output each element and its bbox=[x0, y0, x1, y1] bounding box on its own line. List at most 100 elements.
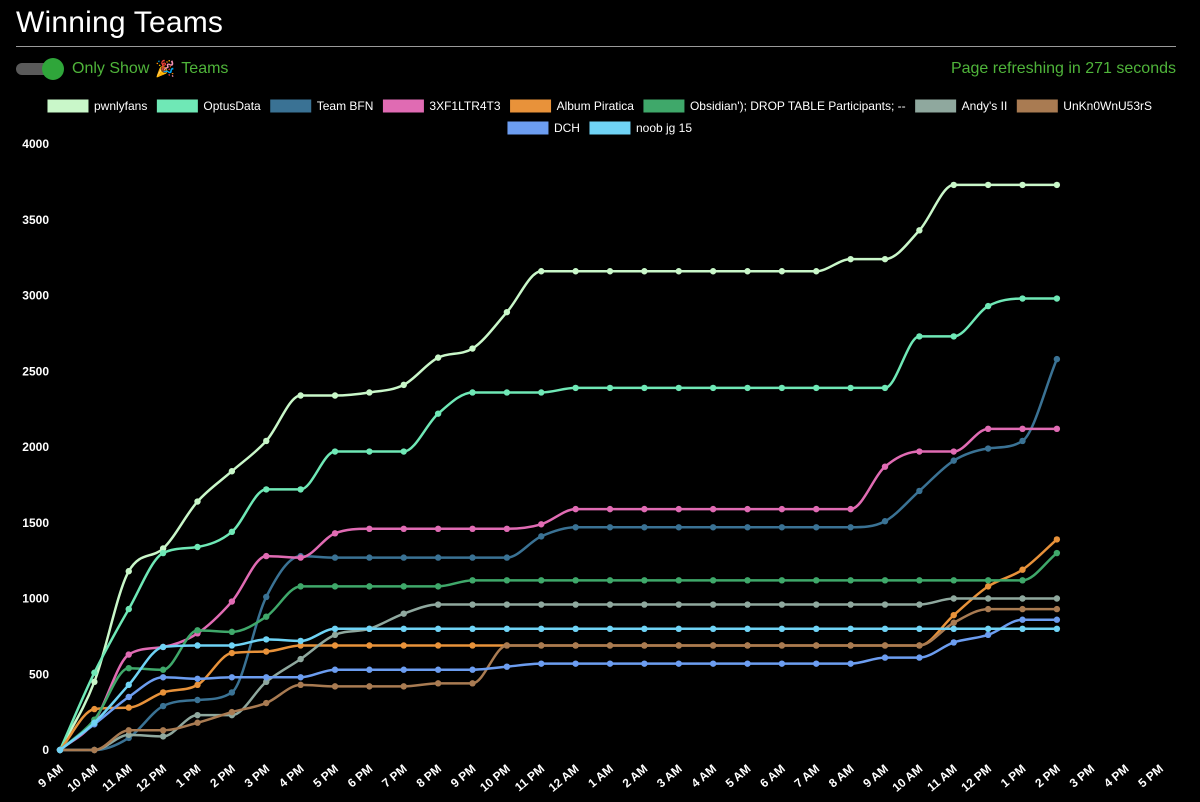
data-point[interactable] bbox=[331, 631, 339, 639]
data-point[interactable] bbox=[916, 227, 923, 234]
data-point[interactable] bbox=[813, 660, 820, 667]
data-point[interactable] bbox=[606, 505, 614, 513]
data-point[interactable] bbox=[1019, 595, 1026, 602]
data-point[interactable] bbox=[709, 601, 717, 608]
data-point[interactable] bbox=[984, 605, 992, 613]
data-point[interactable] bbox=[159, 674, 167, 681]
data-point[interactable] bbox=[159, 666, 167, 673]
data-point[interactable] bbox=[125, 731, 132, 739]
data-point[interactable] bbox=[469, 345, 476, 352]
data-point[interactable] bbox=[538, 660, 545, 667]
data-point[interactable] bbox=[950, 625, 957, 632]
data-point[interactable] bbox=[331, 392, 339, 399]
data-point[interactable] bbox=[572, 268, 579, 275]
data-point[interactable] bbox=[297, 583, 304, 590]
data-point[interactable] bbox=[1053, 595, 1061, 602]
data-point[interactable] bbox=[503, 642, 511, 649]
only-show-toggle[interactable] bbox=[16, 58, 64, 80]
data-point[interactable] bbox=[366, 583, 373, 590]
data-point[interactable] bbox=[847, 577, 854, 584]
data-point[interactable] bbox=[984, 631, 992, 639]
data-point[interactable] bbox=[366, 448, 373, 455]
data-point[interactable] bbox=[572, 660, 579, 667]
data-point[interactable] bbox=[503, 601, 511, 608]
data-point[interactable] bbox=[400, 610, 407, 617]
data-point[interactable] bbox=[641, 384, 648, 392]
data-point[interactable] bbox=[434, 642, 442, 649]
data-point[interactable] bbox=[159, 643, 167, 651]
data-point[interactable] bbox=[125, 727, 132, 734]
data-point[interactable] bbox=[56, 746, 64, 754]
data-point[interactable] bbox=[331, 642, 339, 649]
data-point[interactable] bbox=[91, 678, 98, 686]
data-point[interactable] bbox=[1019, 625, 1026, 632]
data-point[interactable] bbox=[228, 674, 236, 681]
data-point[interactable] bbox=[744, 660, 751, 667]
data-point[interactable] bbox=[813, 524, 820, 531]
data-point[interactable] bbox=[1019, 566, 1026, 573]
data-point[interactable] bbox=[331, 448, 339, 455]
data-point[interactable] bbox=[950, 181, 957, 189]
data-point[interactable] bbox=[228, 689, 236, 696]
data-point[interactable] bbox=[469, 642, 476, 649]
data-point[interactable] bbox=[572, 524, 579, 531]
data-point[interactable] bbox=[709, 625, 717, 632]
data-point[interactable] bbox=[984, 425, 992, 433]
data-point[interactable] bbox=[950, 639, 957, 646]
data-point[interactable] bbox=[331, 530, 339, 537]
data-point[interactable] bbox=[91, 705, 98, 713]
data-point[interactable] bbox=[538, 389, 545, 396]
data-point[interactable] bbox=[641, 577, 648, 584]
data-point[interactable] bbox=[194, 696, 201, 704]
data-point[interactable] bbox=[297, 674, 304, 681]
legend-item[interactable]: Album Piratica bbox=[510, 99, 635, 113]
data-point[interactable] bbox=[1019, 437, 1026, 445]
data-point[interactable] bbox=[847, 384, 854, 392]
data-point[interactable] bbox=[538, 601, 545, 608]
data-point[interactable] bbox=[984, 595, 992, 602]
data-point[interactable] bbox=[91, 669, 98, 676]
data-point[interactable] bbox=[469, 666, 476, 673]
data-point[interactable] bbox=[538, 642, 545, 649]
data-point[interactable] bbox=[469, 625, 476, 632]
data-point[interactable] bbox=[1053, 536, 1061, 543]
data-point[interactable] bbox=[263, 678, 270, 686]
data-point[interactable] bbox=[675, 642, 682, 649]
data-point[interactable] bbox=[984, 577, 992, 584]
data-point[interactable] bbox=[503, 663, 511, 670]
data-point[interactable] bbox=[744, 577, 751, 584]
data-point[interactable] bbox=[916, 642, 923, 649]
data-point[interactable] bbox=[469, 525, 476, 533]
data-point[interactable] bbox=[950, 577, 957, 584]
data-point[interactable] bbox=[263, 593, 270, 601]
data-point[interactable] bbox=[331, 683, 339, 690]
data-point[interactable] bbox=[400, 525, 407, 533]
data-point[interactable] bbox=[778, 577, 786, 584]
data-point[interactable] bbox=[297, 642, 304, 649]
data-point[interactable] bbox=[1053, 616, 1061, 623]
data-point[interactable] bbox=[847, 625, 854, 632]
data-point[interactable] bbox=[538, 521, 545, 528]
data-point[interactable] bbox=[538, 533, 545, 540]
data-point[interactable] bbox=[1053, 355, 1061, 363]
data-point[interactable] bbox=[778, 505, 786, 513]
data-point[interactable] bbox=[194, 543, 201, 551]
data-point[interactable] bbox=[297, 637, 304, 645]
data-point[interactable] bbox=[194, 642, 201, 649]
data-point[interactable] bbox=[881, 601, 889, 608]
data-point[interactable] bbox=[434, 601, 442, 608]
data-point[interactable] bbox=[675, 505, 682, 513]
data-point[interactable] bbox=[572, 577, 579, 584]
data-point[interactable] bbox=[194, 627, 201, 634]
data-point[interactable] bbox=[778, 524, 786, 531]
data-point[interactable] bbox=[641, 524, 648, 531]
data-point[interactable] bbox=[194, 675, 201, 682]
data-point[interactable] bbox=[744, 524, 751, 531]
data-point[interactable] bbox=[606, 268, 614, 275]
data-point[interactable] bbox=[606, 625, 614, 632]
data-point[interactable] bbox=[297, 392, 304, 399]
data-point[interactable] bbox=[194, 719, 201, 726]
data-point[interactable] bbox=[125, 693, 132, 701]
legend-item[interactable]: noob jg 15 bbox=[589, 121, 692, 135]
data-point[interactable] bbox=[1053, 549, 1061, 557]
